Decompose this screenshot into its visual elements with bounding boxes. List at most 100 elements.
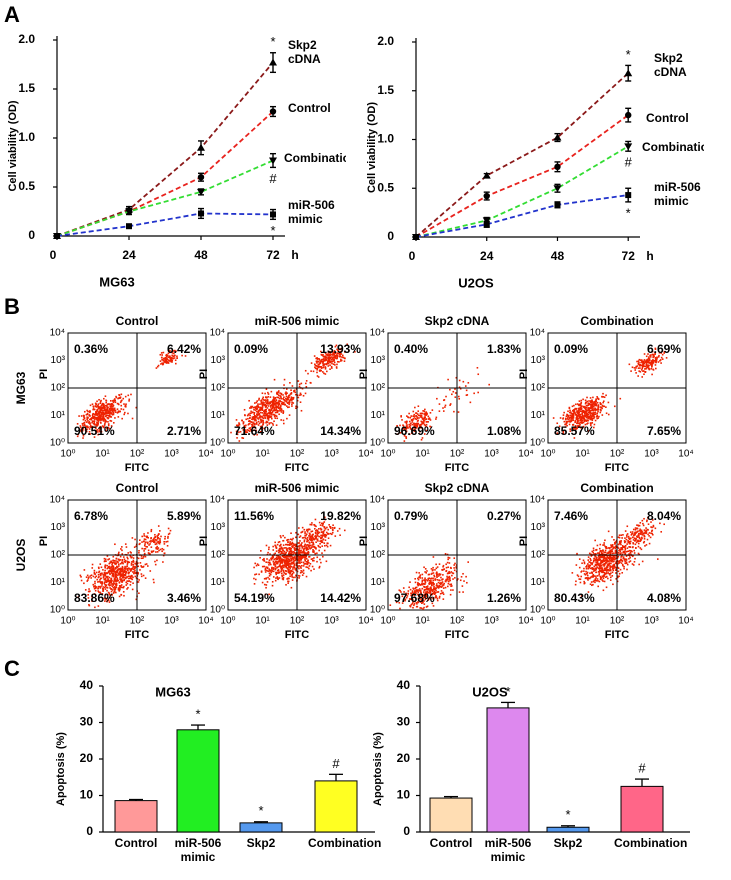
event-dot: [443, 583, 445, 585]
event-dot: [283, 567, 285, 569]
event-dot: [273, 567, 275, 569]
event-dot: [313, 557, 315, 559]
event-dot: [278, 406, 280, 408]
event-dot: [332, 524, 334, 526]
event-dot: [423, 583, 425, 585]
event-dot: [140, 565, 142, 567]
event-dot: [591, 581, 593, 583]
marker: [54, 233, 60, 239]
event-dot: [587, 402, 589, 404]
x-unit: h: [646, 249, 653, 263]
event-dot: [414, 578, 416, 580]
event-dot: [284, 572, 286, 574]
event-dot: [143, 566, 145, 568]
y-tick-label: 0.5: [18, 179, 35, 193]
event-dot: [111, 403, 113, 405]
event-dot: [121, 562, 123, 564]
event-dot: [254, 574, 256, 576]
event-dot: [573, 409, 575, 411]
event-dot: [100, 586, 102, 588]
event-dot: [315, 368, 317, 370]
event-dot: [281, 408, 283, 410]
event-dot: [287, 555, 289, 557]
event-dot: [124, 558, 126, 560]
event-dot: [590, 562, 592, 564]
event-dot: [278, 550, 280, 552]
event-dot: [577, 418, 579, 420]
event-dot: [115, 560, 117, 562]
event-dot: [322, 556, 324, 558]
event-dot: [166, 359, 168, 361]
event-dot: [651, 366, 653, 368]
x-tick-label: 10¹: [575, 449, 590, 460]
event-dot: [259, 415, 261, 417]
event-dot: [448, 583, 450, 585]
event-dot: [94, 585, 96, 587]
event-dot: [273, 576, 275, 578]
event-dot: [112, 410, 114, 412]
event-dot: [90, 575, 92, 577]
event-dot: [118, 587, 120, 589]
event-dot: [451, 585, 453, 587]
event-dot: [461, 576, 463, 578]
column-title: Skp2 cDNA: [425, 481, 490, 495]
event-dot: [434, 576, 436, 578]
event-dot: [644, 359, 646, 361]
event-dot: [595, 401, 597, 403]
event-dot: [588, 418, 590, 420]
event-dot: [326, 363, 328, 365]
event-dot: [293, 565, 295, 567]
event-dot: [107, 403, 109, 405]
quadrant-percent: 2.71%: [167, 424, 201, 438]
event-dot: [436, 398, 438, 400]
event-dot: [284, 537, 286, 539]
event-dot: [164, 543, 166, 545]
event-dot: [156, 367, 158, 369]
event-dot: [288, 404, 290, 406]
event-dot: [265, 561, 267, 563]
event-dot: [101, 413, 103, 415]
event-dot: [272, 410, 274, 412]
event-dot: [289, 382, 291, 384]
event-dot: [239, 440, 241, 442]
event-dot: [167, 359, 169, 361]
event-dot: [576, 418, 578, 420]
event-dot: [265, 405, 267, 407]
event-dot: [287, 550, 289, 552]
marker: [624, 69, 632, 76]
event-dot: [635, 372, 637, 374]
event-dot: [328, 537, 330, 539]
event-dot: [443, 593, 445, 595]
event-dot: [144, 538, 146, 540]
event-dot: [320, 360, 322, 362]
event-dot: [94, 607, 96, 609]
event-dot: [133, 560, 135, 562]
event-dot: [445, 396, 447, 398]
event-dot: [569, 415, 571, 417]
y-tick-label: 10¹: [371, 410, 386, 421]
event-dot: [640, 362, 642, 364]
event-dot: [614, 559, 616, 561]
event-dot: [101, 584, 103, 586]
event-dot: [120, 580, 122, 582]
event-dot: [152, 540, 154, 542]
event-dot: [311, 558, 313, 560]
event-dot: [278, 542, 280, 544]
event-dot: [425, 418, 427, 420]
event-dot: [281, 575, 283, 577]
event-dot: [325, 359, 327, 361]
event-dot: [586, 397, 588, 399]
event-dot: [287, 541, 289, 543]
event-dot: [436, 568, 438, 570]
event-dot: [334, 364, 336, 366]
event-dot: [424, 571, 426, 573]
marker: [624, 143, 632, 150]
event-dot: [596, 396, 598, 398]
event-dot: [127, 563, 129, 565]
y-tick-label: 10³: [211, 522, 226, 533]
event-dot: [291, 543, 293, 545]
event-dot: [422, 574, 424, 576]
event-dot: [105, 402, 107, 404]
event-dot: [145, 556, 147, 558]
panel-label: B: [4, 294, 20, 319]
